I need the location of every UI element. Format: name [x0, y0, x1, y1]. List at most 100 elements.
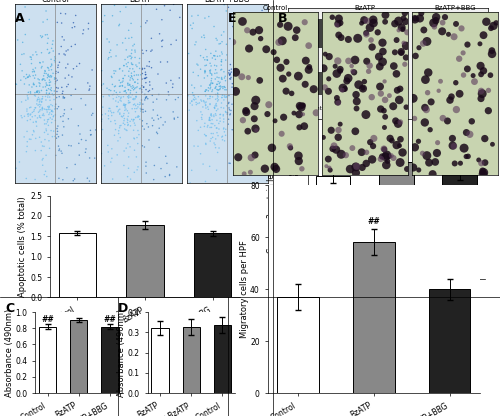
Point: [380, 124, 388, 131]
Point: [120, 110, 128, 117]
Point: [110, 87, 118, 94]
Point: [214, 87, 222, 94]
Point: [30, 81, 38, 88]
Point: [152, 96, 160, 102]
Point: [24, 117, 32, 124]
Point: [209, 130, 217, 137]
Point: [423, 152, 431, 159]
Point: [208, 134, 216, 141]
Point: [220, 105, 228, 111]
Point: [32, 89, 40, 96]
Point: [218, 66, 226, 73]
Point: [112, 83, 120, 89]
Point: [249, 121, 257, 128]
Point: [40, 106, 48, 112]
Point: [226, 76, 234, 82]
Point: [130, 116, 138, 123]
Point: [30, 69, 38, 75]
Point: [24, 94, 32, 101]
Point: [213, 37, 221, 43]
Point: [47, 127, 55, 134]
Point: [208, 71, 216, 77]
Point: [232, 67, 240, 73]
Point: [106, 47, 114, 54]
Point: [46, 79, 54, 85]
Point: [229, 23, 237, 30]
Point: [49, 48, 57, 54]
Point: [42, 87, 50, 94]
Point: [480, 32, 488, 39]
Point: [248, 38, 256, 45]
Point: [33, 51, 41, 58]
Point: [336, 66, 344, 73]
Point: [264, 111, 272, 117]
Point: [234, 89, 241, 96]
Point: [142, 93, 150, 100]
Point: [348, 63, 356, 69]
Point: [110, 132, 118, 139]
Point: [136, 99, 144, 106]
Point: [374, 29, 382, 36]
Point: [337, 34, 345, 41]
Point: [110, 2, 118, 9]
Point: [234, 71, 241, 77]
Point: [258, 7, 266, 14]
Point: [21, 4, 29, 10]
Point: [58, 132, 66, 139]
Point: [150, 162, 158, 169]
Point: [26, 136, 34, 142]
Point: [42, 89, 50, 96]
Point: [36, 59, 44, 66]
Point: [232, 63, 240, 70]
Point: [233, 117, 241, 124]
Point: [142, 47, 150, 54]
Point: [211, 122, 219, 129]
Point: [22, 71, 30, 78]
Point: [218, 75, 226, 82]
Point: [219, 92, 227, 99]
Point: [236, 135, 244, 141]
Point: [136, 65, 143, 72]
Point: [116, 21, 124, 28]
Point: [206, 95, 214, 102]
Point: [218, 76, 226, 83]
Point: [63, 83, 71, 90]
Point: [18, 51, 26, 58]
Point: [211, 141, 219, 148]
Point: [38, 95, 46, 102]
Point: [118, 114, 126, 120]
Point: [202, 68, 209, 75]
Point: [24, 74, 32, 81]
Point: [38, 50, 46, 56]
Point: [36, 89, 44, 96]
Point: [128, 116, 136, 123]
Point: [115, 93, 123, 100]
Point: [132, 89, 140, 96]
Bar: [214, 325, 231, 393]
Point: [133, 134, 141, 141]
Point: [138, 76, 146, 82]
Point: [210, 52, 218, 59]
Point: [54, 123, 62, 129]
Point: [394, 87, 402, 94]
Point: [207, 111, 215, 118]
Point: [192, 39, 200, 45]
Point: [209, 121, 217, 127]
Point: [202, 141, 210, 148]
Point: [369, 143, 377, 149]
Point: [58, 90, 66, 97]
Point: [325, 53, 333, 60]
Point: [240, 42, 248, 49]
Point: [22, 149, 30, 155]
Point: [90, 155, 98, 161]
Point: [44, 103, 52, 110]
Point: [230, 137, 238, 144]
Point: [213, 69, 221, 76]
Point: [161, 119, 169, 125]
Point: [51, 54, 59, 60]
Point: [359, 85, 367, 92]
Point: [381, 97, 389, 103]
Point: [487, 25, 495, 32]
Point: [53, 131, 61, 138]
Point: [216, 83, 224, 89]
